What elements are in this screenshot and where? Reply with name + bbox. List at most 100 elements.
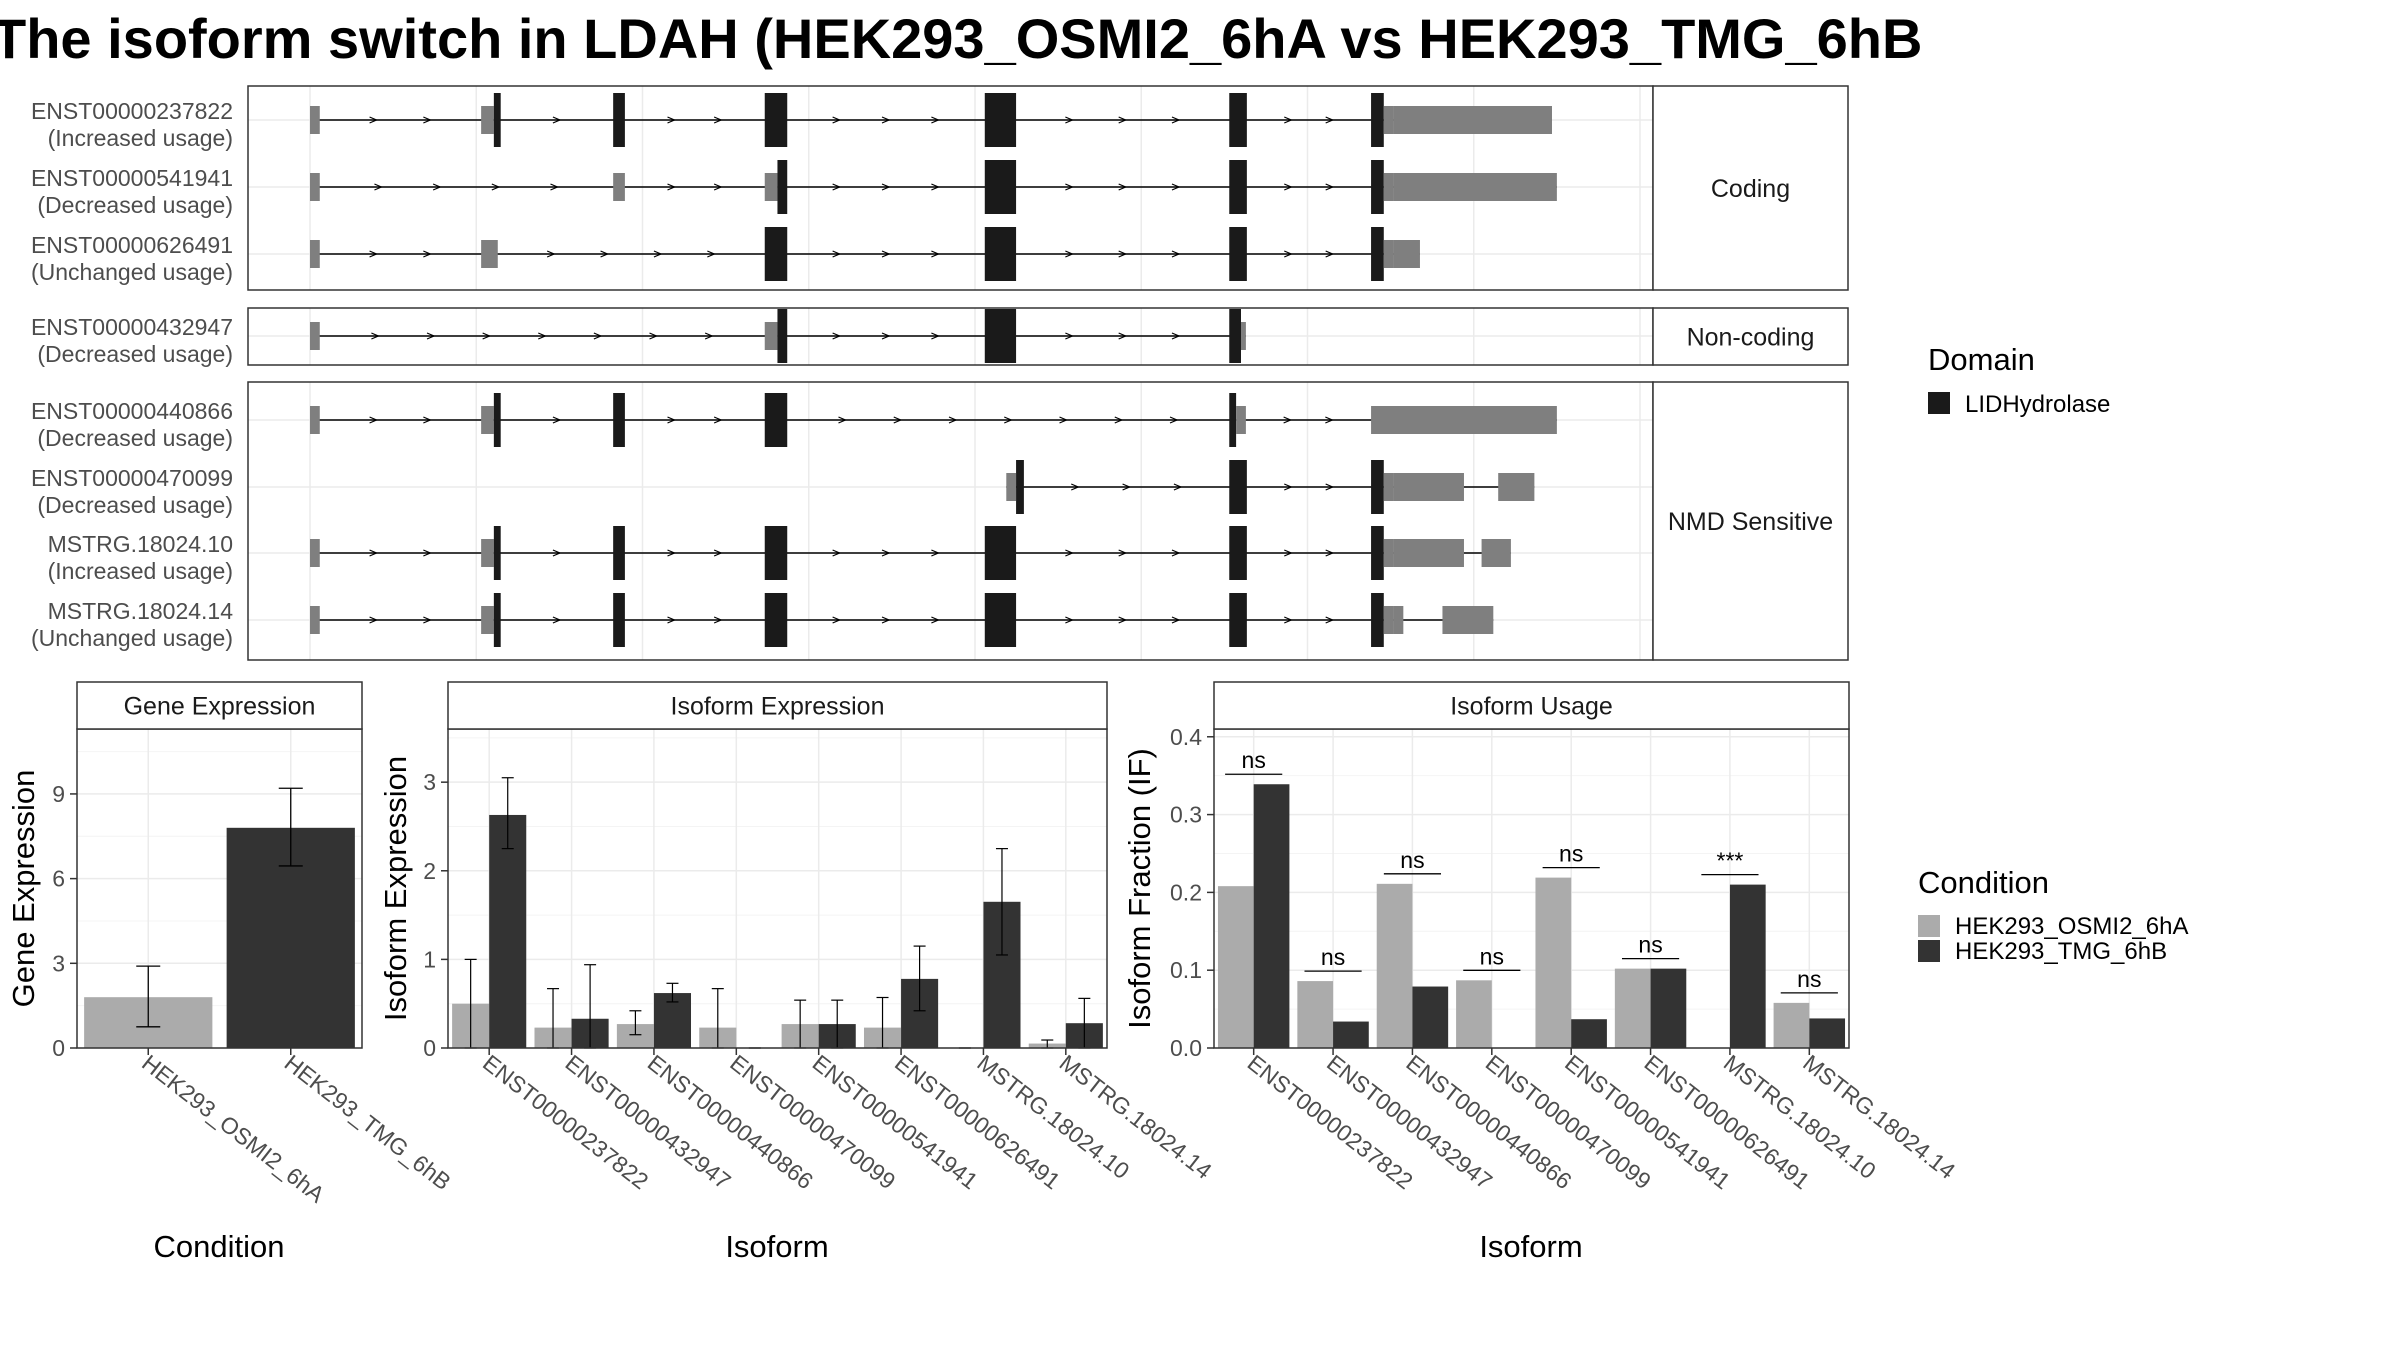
exon-domain	[984, 309, 1017, 363]
intron-arrow	[423, 116, 432, 124]
exon-domain	[1229, 93, 1247, 147]
exon-utr	[1442, 606, 1494, 634]
intron-arrow	[881, 616, 891, 624]
exon-domain	[764, 227, 788, 281]
exon-utr	[764, 173, 778, 201]
transcript-usage-label: (Decreased usage)	[37, 425, 233, 451]
intron-arrow	[1325, 549, 1335, 557]
transcript-usage-label: (Decreased usage)	[37, 492, 233, 518]
exon-utr	[1241, 322, 1246, 350]
intron-arrow	[1065, 250, 1074, 258]
intron-arrow	[838, 416, 848, 424]
y-axis-label: Gene Expression	[6, 770, 41, 1008]
transcript-id-label: ENST00000470099	[31, 465, 233, 491]
intron-arrow	[1065, 549, 1074, 557]
exon-utr	[1383, 606, 1394, 634]
transcript-usage-label: (Unchanged usage)	[31, 259, 233, 285]
intron-arrow	[1173, 483, 1183, 491]
exon-domain	[1371, 526, 1384, 580]
intron-arrow	[1325, 483, 1335, 491]
exon-domain	[764, 93, 788, 147]
significance-label: ns	[1400, 847, 1424, 873]
transcript-id-label: ENST00000432947	[31, 314, 233, 340]
intron-arrow	[552, 416, 562, 424]
exon-domain	[984, 227, 1017, 281]
bar-chart-1: 0123ENST00000237822ENST00000432947ENST00…	[378, 681, 1217, 1264]
exon-utr	[1481, 539, 1511, 567]
intron-arrow	[426, 332, 436, 340]
y-axis-label: Isoform Fraction (IF)	[1122, 748, 1157, 1029]
structure-strip	[1652, 307, 1849, 366]
domain-legend-swatch	[1928, 392, 1950, 414]
bar	[616, 1024, 654, 1048]
intron-arrow	[593, 332, 603, 340]
exon-utr	[1371, 406, 1557, 434]
exon-domain	[984, 93, 1017, 147]
intron-arrow	[931, 616, 940, 624]
exon-domain	[764, 393, 788, 447]
intron-arrow	[881, 549, 891, 557]
bar-chart-2: 0.00.10.20.30.4nsnsnsnsnsns***nsENST0000…	[1122, 681, 1960, 1264]
intron-arrow	[713, 183, 723, 191]
intron-arrow	[1118, 332, 1128, 340]
y-tick-label: 2	[423, 858, 436, 884]
intron-arrow	[1284, 549, 1293, 557]
y-tick-label: 0.3	[1170, 802, 1202, 828]
exon-utr	[310, 539, 320, 567]
intron-arrow	[1284, 183, 1293, 191]
intron-arrow	[1171, 250, 1181, 258]
intron-arrow	[1325, 416, 1334, 424]
bar	[1571, 1019, 1607, 1048]
x-axis-label: Isoform	[725, 1229, 828, 1264]
intron-arrow	[1059, 416, 1069, 424]
intron-arrow	[832, 250, 842, 258]
y-tick-label: 6	[52, 866, 65, 892]
intron-arrow	[948, 416, 958, 424]
exon-domain	[1371, 93, 1384, 147]
intron-arrow	[1325, 616, 1335, 624]
intron-arrow	[371, 332, 380, 340]
exon-utr	[613, 173, 625, 201]
intron-arrow	[538, 332, 547, 340]
intron-arrow	[1118, 183, 1128, 191]
intron-arrow	[1171, 116, 1181, 124]
intron-arrow	[552, 116, 562, 124]
exon-domain	[764, 593, 788, 647]
significance-label: ns	[1638, 932, 1662, 958]
y-tick-label: 0.1	[1170, 957, 1202, 983]
intron-arrow	[667, 549, 677, 557]
intron-arrow	[1171, 332, 1181, 340]
bar	[1535, 877, 1572, 1048]
bar	[1729, 884, 1766, 1048]
intron-arrow	[1171, 183, 1181, 191]
exon-domain	[1229, 309, 1241, 363]
x-axis-label: Isoform	[1479, 1229, 1582, 1264]
intron-arrow	[1118, 116, 1128, 124]
exon-domain	[1229, 593, 1247, 647]
chart-strip	[447, 681, 1108, 730]
intron-arrow	[1171, 616, 1181, 624]
exon-utr	[1393, 240, 1420, 268]
exon-domain	[493, 93, 501, 147]
chart-title: Isoform Expression	[671, 693, 885, 721]
exon-domain	[1229, 526, 1247, 580]
condition-legend-swatch	[1918, 915, 1940, 937]
intron-arrow	[423, 250, 432, 258]
intron-arrow	[931, 549, 940, 557]
intron-arrow	[1284, 250, 1293, 258]
intron-arrow	[1118, 250, 1128, 258]
y-axis-label: Isoform Expression	[378, 756, 413, 1021]
exon-domain	[613, 593, 625, 647]
intron-arrow	[369, 549, 379, 557]
significance-label: ns	[1321, 944, 1345, 970]
intron-arrow	[893, 416, 903, 424]
exon-domain	[1229, 160, 1247, 214]
condition-legend-swatch	[1918, 940, 1940, 962]
intron-arrow	[369, 116, 379, 124]
intron-arrow	[832, 616, 842, 624]
intron-arrow	[1065, 616, 1074, 624]
exon-utr	[1393, 106, 1552, 134]
bar	[1253, 784, 1290, 1048]
structure-panel-0: ENST00000237822(Increased usage) ENST0000…	[31, 85, 1849, 291]
exon-utr	[1393, 173, 1557, 201]
